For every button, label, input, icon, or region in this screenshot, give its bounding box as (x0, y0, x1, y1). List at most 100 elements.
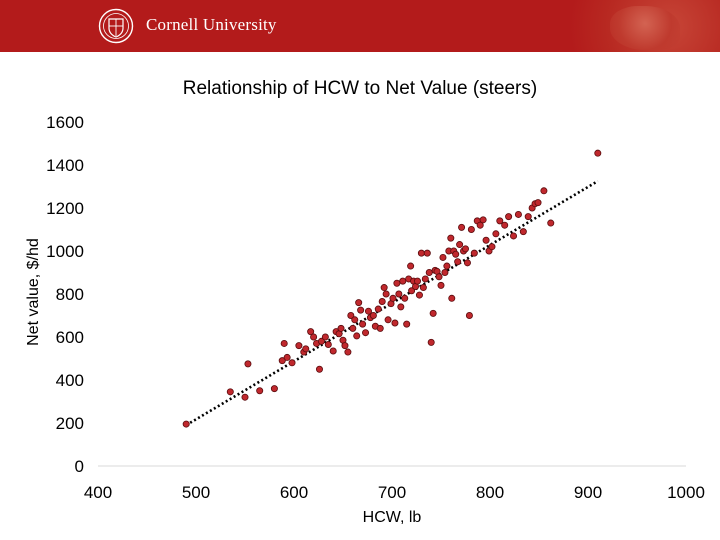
data-point (391, 319, 399, 327)
data-point (369, 311, 377, 319)
data-point (357, 306, 365, 314)
data-point (376, 324, 384, 332)
data-point (374, 305, 382, 313)
data-point (389, 294, 397, 302)
data-point (470, 249, 478, 257)
data-point (324, 341, 332, 349)
data-point (321, 333, 329, 341)
x-tick-label: 900 (574, 483, 602, 502)
data-point (278, 357, 286, 365)
y-tick-label: 1200 (46, 199, 84, 218)
y-tick-label: 400 (56, 371, 84, 390)
x-tick-label: 600 (280, 483, 308, 502)
data-point (270, 385, 278, 393)
data-point (496, 217, 504, 225)
data-point (427, 338, 435, 346)
data-point (307, 328, 315, 336)
data-point (397, 303, 405, 311)
x-tick-label: 400 (84, 483, 112, 502)
data-point (429, 309, 437, 317)
data-point (395, 290, 403, 298)
data-point (302, 345, 310, 353)
data-point (534, 199, 542, 207)
data-point (244, 360, 252, 368)
data-point (393, 279, 401, 287)
data-point (435, 273, 443, 281)
data-point (443, 262, 451, 270)
data-point (425, 268, 433, 276)
y-tick-label: 1000 (46, 242, 84, 261)
data-point (488, 243, 496, 251)
data-point (415, 291, 423, 299)
institution-wordmark: Cornell University (146, 15, 277, 34)
data-point (226, 388, 234, 396)
y-tick-label: 0 (75, 457, 84, 476)
data-point (519, 228, 527, 236)
y-tick-label: 1400 (46, 156, 84, 175)
data-point (380, 284, 388, 292)
data-point (456, 241, 464, 249)
data-point (295, 342, 303, 350)
data-point (421, 275, 429, 283)
data-point (540, 187, 548, 195)
data-point (408, 287, 416, 295)
y-tick-label: 600 (56, 328, 84, 347)
data-point (482, 236, 490, 244)
data-point (310, 333, 318, 341)
data-point (288, 359, 296, 367)
data-point (241, 393, 249, 401)
data-point (337, 324, 345, 332)
data-point (476, 221, 484, 229)
data-point (382, 290, 390, 298)
data-point (458, 223, 466, 231)
x-axis-title: HCW, lb (363, 509, 422, 526)
data-point (501, 221, 509, 229)
data-point (419, 284, 427, 292)
data-point (341, 342, 349, 350)
data-point (351, 316, 359, 324)
data-point (441, 268, 449, 276)
data-point (349, 324, 357, 332)
chart-title: Relationship of HCW to Net Value (steers… (182, 78, 538, 99)
data-point (347, 311, 355, 319)
data-point (315, 365, 323, 373)
y-axis-title: Net value, $/hd (25, 238, 42, 346)
data-point (461, 245, 469, 253)
data-point (447, 234, 455, 242)
y-tick-label: 1600 (46, 113, 84, 132)
x-tick-label: 1000 (667, 483, 705, 502)
data-point (463, 259, 471, 267)
data-point (423, 249, 431, 257)
data-point (407, 262, 415, 270)
data-point (329, 347, 337, 355)
data-point (344, 348, 352, 356)
data-point (280, 339, 288, 347)
data-point (403, 320, 411, 328)
data-point (465, 311, 473, 319)
data-point (317, 337, 325, 345)
data-point (439, 253, 447, 261)
data-point (454, 258, 462, 266)
data-point (547, 219, 555, 227)
data-point (514, 210, 522, 218)
sculpture-relief-detail (610, 6, 680, 50)
data-point (437, 281, 445, 289)
data-point (384, 316, 392, 324)
data-point (448, 294, 456, 302)
data-point (505, 213, 513, 221)
data-point (362, 329, 370, 337)
data-points (182, 149, 602, 428)
data-point (510, 232, 518, 240)
data-point (467, 225, 475, 233)
data-point (594, 149, 602, 157)
data-point (452, 250, 460, 258)
data-point (364, 307, 372, 315)
x-tick-label: 800 (476, 483, 504, 502)
data-point (524, 213, 532, 221)
data-point (492, 230, 500, 238)
data-point (401, 294, 409, 302)
data-point (256, 387, 264, 395)
data-point (413, 277, 421, 285)
y-tick-label: 800 (56, 285, 84, 304)
